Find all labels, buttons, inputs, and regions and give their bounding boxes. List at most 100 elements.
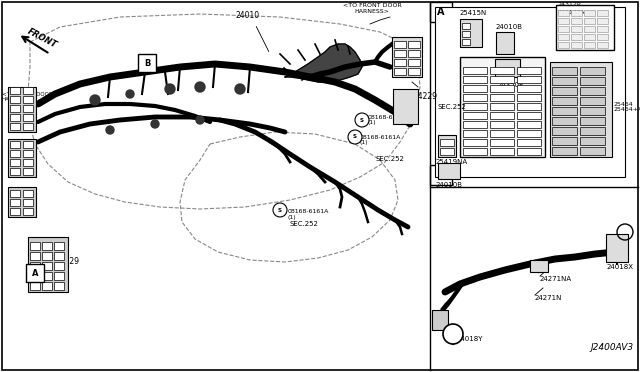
Bar (408, 68, 420, 75)
Bar (517, 130, 541, 137)
Bar (394, 68, 406, 75)
Bar (462, 23, 470, 29)
Text: B: B (144, 58, 150, 67)
Bar (23, 105, 33, 112)
Bar (30, 282, 40, 290)
Bar (571, 42, 582, 48)
Bar (8, 87, 36, 132)
Bar (10, 159, 20, 166)
Bar (584, 10, 595, 16)
Bar (517, 139, 541, 146)
Bar (10, 96, 20, 103)
Bar (30, 272, 40, 280)
Polygon shape (285, 44, 362, 82)
Bar (580, 147, 605, 155)
Bar (558, 18, 569, 24)
Bar (463, 103, 487, 110)
Bar (10, 199, 20, 206)
Text: 25464
25464+A: 25464 25464+A (614, 102, 640, 112)
Bar (580, 87, 605, 95)
Bar (10, 114, 20, 121)
Bar (10, 190, 20, 197)
Text: 24350P: 24350P (498, 82, 524, 88)
Bar (430, 165, 452, 185)
Bar (597, 26, 608, 32)
Bar (8, 187, 36, 217)
Bar (597, 18, 608, 24)
Bar (550, 62, 612, 157)
Bar (552, 137, 577, 145)
Circle shape (106, 126, 114, 134)
Bar (463, 94, 487, 101)
Bar (42, 242, 52, 250)
Bar (580, 67, 605, 75)
Text: S: S (353, 135, 357, 140)
Bar (490, 148, 514, 155)
Bar (10, 87, 20, 94)
Text: SEC.252: SEC.252 (437, 104, 466, 110)
Bar (435, 7, 625, 177)
Text: B: B (437, 170, 445, 180)
Bar (517, 94, 541, 101)
Bar (54, 272, 64, 280)
Text: 25419NA: 25419NA (436, 159, 468, 165)
Bar (23, 114, 33, 121)
Bar (496, 32, 514, 54)
Bar (597, 10, 608, 16)
Circle shape (196, 116, 204, 124)
Text: 24229: 24229 (413, 92, 437, 101)
Bar (490, 76, 514, 83)
Bar (23, 168, 33, 175)
Text: 08168-6161A
(1): 08168-6161A (1) (288, 209, 330, 220)
Text: <TO FRONT DOOR
HARNESS>: <TO FRONT DOOR HARNESS> (342, 3, 401, 14)
Bar (23, 159, 33, 166)
Circle shape (126, 90, 134, 98)
Bar (597, 34, 608, 40)
Text: 08168-6161A
(1): 08168-6161A (1) (368, 115, 410, 125)
Text: 24271N: 24271N (535, 295, 563, 301)
Bar (530, 260, 548, 272)
Text: SEC.252: SEC.252 (375, 156, 404, 162)
Text: J2400AV3: J2400AV3 (590, 343, 633, 352)
Bar (571, 34, 582, 40)
Bar (584, 26, 595, 32)
Bar (490, 85, 514, 92)
Bar (584, 42, 595, 48)
Text: 24312P: 24312P (558, 2, 582, 7)
Text: A: A (32, 269, 38, 278)
Bar (463, 76, 487, 83)
Bar (495, 59, 520, 77)
Bar (10, 141, 20, 148)
Text: A: A (437, 7, 445, 17)
Text: 08168-6161A
(1): 08168-6161A (1) (360, 135, 401, 145)
Circle shape (273, 203, 287, 217)
Bar (23, 87, 33, 94)
Bar (517, 76, 541, 83)
Bar (440, 148, 454, 155)
Bar (584, 18, 595, 24)
Bar (460, 57, 545, 157)
Bar (440, 139, 454, 146)
Bar (490, 94, 514, 101)
Bar (558, 42, 569, 48)
Bar (430, 2, 452, 22)
Bar (580, 117, 605, 125)
Bar (580, 77, 605, 85)
Bar (54, 242, 64, 250)
Bar (42, 252, 52, 260)
Bar (580, 137, 605, 145)
Bar (394, 59, 406, 66)
Bar (517, 85, 541, 92)
Text: FRONT: FRONT (26, 26, 58, 49)
Circle shape (348, 130, 362, 144)
Bar (463, 130, 487, 137)
Bar (552, 147, 577, 155)
Bar (10, 150, 20, 157)
Bar (10, 123, 20, 130)
Bar (23, 96, 33, 103)
Bar (54, 262, 64, 270)
Text: <TO FRONT DOOR
HARNESS>: <TO FRONT DOOR HARNESS> (2, 92, 52, 102)
Bar (8, 139, 36, 177)
Bar (584, 34, 595, 40)
Bar (606, 234, 628, 262)
